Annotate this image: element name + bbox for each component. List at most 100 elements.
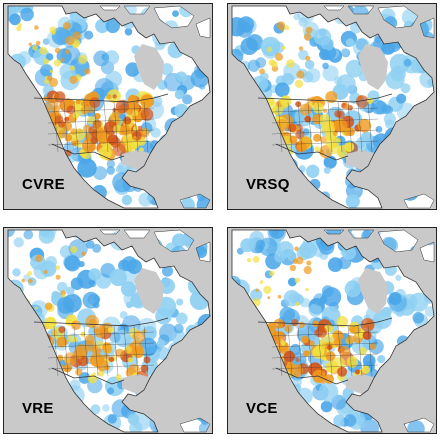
data-blob [88, 279, 95, 286]
data-blob [20, 7, 34, 22]
data-blob [232, 48, 244, 65]
data-blob [396, 93, 407, 104]
data-blob [240, 238, 255, 253]
data-blob [161, 265, 174, 277]
data-blob [284, 25, 290, 31]
data-blob [306, 260, 312, 266]
data-blob [49, 77, 59, 87]
island-coast [347, 229, 375, 239]
data-blob [255, 288, 259, 292]
data-blob [21, 278, 25, 283]
us-mexico-border [275, 143, 349, 161]
state-line [337, 101, 343, 153]
data-blob [246, 34, 264, 51]
data-blob [377, 355, 386, 364]
data-blob [333, 338, 342, 347]
island-coast [377, 229, 419, 253]
state-line [113, 325, 119, 377]
data-blob [369, 343, 377, 350]
data-blob [312, 320, 319, 327]
state-line [337, 325, 343, 377]
data-blob [13, 237, 24, 248]
data-blob [295, 301, 300, 307]
data-blob [124, 346, 132, 354]
data-blob [360, 318, 375, 332]
data-blob [361, 365, 370, 374]
data-blob [16, 26, 22, 32]
data-blob [69, 75, 78, 85]
data-blob [312, 346, 325, 359]
state-line [47, 118, 155, 124]
data-blob [53, 59, 62, 67]
state-line [133, 101, 139, 153]
data-blob [108, 356, 115, 363]
data-blob [32, 44, 38, 51]
data-blob [286, 59, 295, 68]
data-blob [84, 68, 91, 75]
data-blob [266, 46, 273, 53]
island-coast [179, 193, 211, 209]
data-blob [67, 334, 75, 343]
data-blob [91, 346, 99, 354]
state-line [73, 325, 79, 377]
state-line [347, 101, 353, 153]
data-blob [354, 369, 360, 375]
data-blob [58, 129, 67, 139]
data-blob [139, 127, 150, 138]
data-blob [132, 110, 139, 117]
data-blob [295, 129, 305, 140]
data-blob [313, 28, 332, 46]
island-coast [153, 5, 195, 29]
data-blob [332, 131, 338, 137]
data-blob [78, 54, 88, 64]
data-blob [319, 49, 330, 61]
data-blob [340, 249, 347, 256]
data-blob [73, 348, 85, 359]
data-blob [57, 281, 68, 293]
map-lines [231, 5, 435, 209]
data-blob [176, 71, 187, 83]
us-mexico-border [51, 367, 125, 385]
data-blob [358, 347, 367, 356]
data-blob [308, 102, 313, 107]
island-coast [323, 5, 345, 11]
island-coast [419, 17, 435, 39]
data-blob [313, 133, 322, 142]
island-coast [179, 417, 211, 433]
data-blob [140, 108, 154, 121]
data-blob [140, 94, 155, 109]
state-line [287, 101, 293, 153]
map-panel-vrsq: VRSQ [227, 3, 437, 210]
data-blob [107, 327, 114, 333]
island-coast [195, 241, 211, 263]
data-blob [375, 126, 383, 133]
data-blob [305, 26, 313, 34]
state-line [271, 140, 379, 146]
state-line [103, 101, 109, 153]
data-blob [85, 240, 95, 249]
data-blob [80, 101, 87, 107]
data-blob [63, 352, 78, 366]
data-blob [314, 146, 320, 152]
us-mexico-border [51, 143, 125, 161]
data-blob [327, 257, 343, 272]
data-blob [60, 290, 66, 296]
us-mexico-border [275, 367, 349, 385]
data-blob [263, 285, 272, 294]
data-blob [34, 25, 39, 30]
data-blob [96, 340, 104, 348]
state-line [297, 325, 303, 377]
data-blob [23, 230, 34, 240]
data-blob [58, 326, 66, 334]
data-blob [272, 230, 279, 236]
data-blob [323, 166, 331, 174]
state-line [357, 101, 363, 153]
data-blob [28, 278, 33, 284]
data-blob [106, 159, 116, 169]
map-canvas [228, 4, 436, 209]
data-blob [322, 65, 339, 82]
data-blob [344, 103, 351, 110]
state-line [327, 325, 333, 377]
island-coast [195, 17, 211, 39]
island [124, 230, 150, 238]
